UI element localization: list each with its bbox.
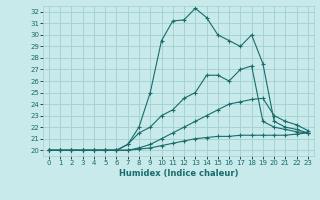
X-axis label: Humidex (Indice chaleur): Humidex (Indice chaleur) — [119, 169, 238, 178]
